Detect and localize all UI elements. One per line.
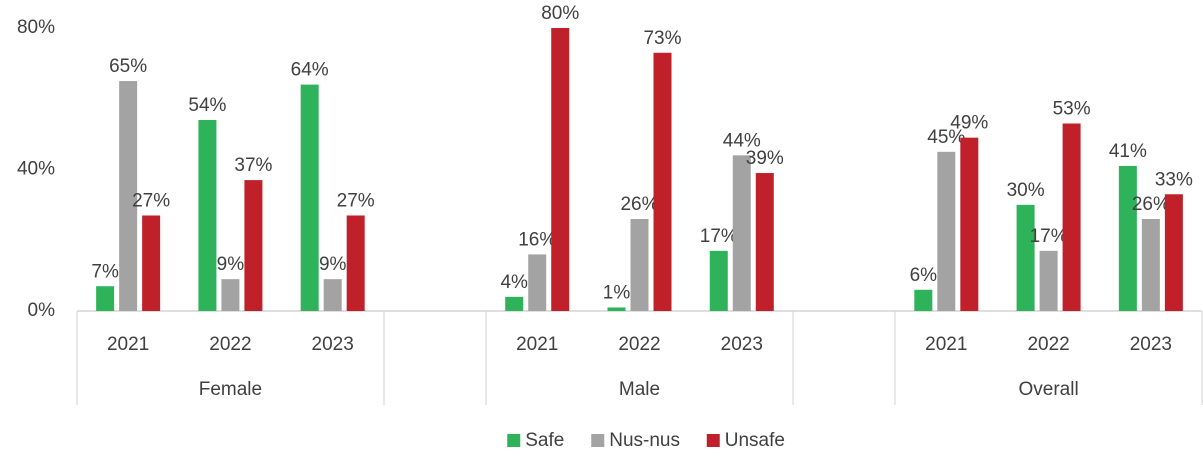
bar [221,279,240,311]
bar [244,180,263,311]
bar [96,286,115,311]
bar [607,307,626,311]
data-label: 54% [188,95,226,116]
legend-swatch [706,434,720,447]
data-label: 30% [1007,180,1045,201]
bar [300,84,319,311]
x-tick-label: 2021 [516,334,558,355]
data-label: 53% [1053,99,1091,120]
data-label: 27% [132,191,170,212]
group-label: Female [199,379,262,400]
bar [914,289,933,311]
x-tick-label: 2021 [107,334,149,355]
data-label: 49% [950,113,988,134]
bar [937,151,956,311]
group-label: Overall [1018,379,1078,400]
data-label: 9% [319,254,347,275]
bar [1164,194,1183,311]
legend-label: Unsafe [725,430,785,451]
data-label: 45% [927,127,965,148]
y-tick-label: 40% [17,159,55,180]
data-label: 4% [500,272,528,293]
data-label: 1% [603,282,631,303]
data-label: 7% [91,261,119,282]
x-tick-label: 2023 [1130,334,1172,355]
bar [1118,165,1137,311]
x-tick-label: 2022 [1027,334,1069,355]
bar [346,215,365,311]
x-tick-label: 2023 [312,334,354,355]
legend-label: Safe [525,430,564,451]
data-label: 39% [746,148,784,169]
data-label: 41% [1109,141,1147,162]
x-tick-label: 2021 [925,334,967,355]
bar [198,119,217,311]
bar [528,254,547,311]
bar [119,81,138,311]
data-label: 26% [620,194,658,215]
bar [960,137,979,311]
data-label: 26% [1132,194,1170,215]
data-label: 16% [518,229,556,250]
data-label: 73% [643,28,681,49]
data-label: 17% [1030,226,1068,247]
bar [551,28,570,311]
bar [142,215,161,311]
legend-swatch [507,434,521,447]
x-tick-label: 2022 [618,334,660,355]
group-label: Male [619,379,660,400]
data-label: 27% [337,191,375,212]
y-tick-label: 0% [28,300,56,321]
x-tick-label: 2022 [209,334,251,355]
legend-label: Nus-nus [609,430,680,451]
bar [505,296,524,311]
bar [1016,204,1035,311]
data-label: 33% [1155,169,1193,190]
y-tick-label: 80% [17,17,55,38]
data-label: 37% [234,155,272,176]
data-label: 80% [541,3,579,24]
x-tick-label: 2023 [721,334,763,355]
data-label: 44% [723,130,761,151]
data-label: 64% [291,60,329,81]
bar [323,279,342,311]
bar [653,52,672,311]
bar [709,250,728,311]
bar [732,155,751,311]
data-label: 9% [217,254,245,275]
bar [1039,250,1058,311]
bar [630,219,649,311]
data-label: 6% [910,265,938,286]
bar [1141,219,1160,311]
bar [755,173,774,311]
legend-swatch [591,434,605,447]
data-label: 17% [700,226,738,247]
bar [1062,123,1081,311]
data-label: 65% [109,56,147,77]
